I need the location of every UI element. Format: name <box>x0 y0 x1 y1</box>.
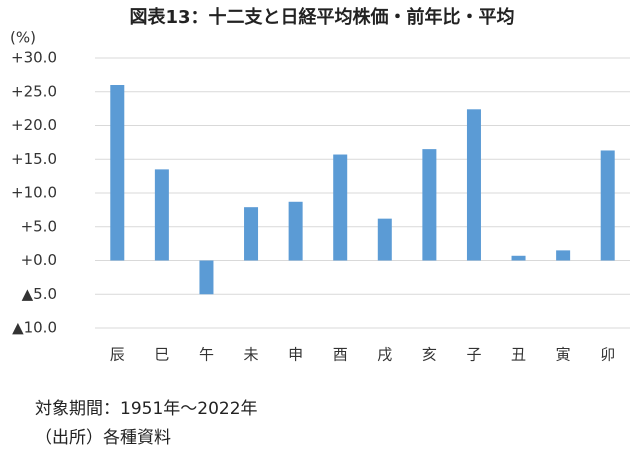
note: 対象期間：1951年～2022年 <box>35 399 258 419</box>
x-tick-label: 辰 <box>110 346 125 364</box>
y-tick-label: +15.0 <box>11 150 57 168</box>
x-tick-label: 子 <box>466 346 481 364</box>
bar <box>422 149 437 261</box>
bar <box>377 218 392 261</box>
bar <box>333 154 348 261</box>
x-tick-label: 午 <box>199 346 214 364</box>
x-tick-label: 巳 <box>154 346 169 364</box>
y-tick-label: +5.0 <box>21 217 57 235</box>
x-tick-label: 酉 <box>333 346 348 364</box>
bar <box>154 169 169 261</box>
y-tick-label: +10.0 <box>11 184 57 202</box>
x-tick-label: 寅 <box>556 346 571 364</box>
bar <box>556 250 571 261</box>
bar <box>511 255 526 261</box>
bar <box>244 207 259 261</box>
unit-label: (%) <box>10 29 36 47</box>
x-tick-label: 戌 <box>377 346 392 364</box>
bar <box>600 150 615 261</box>
chart-title: 図表13：十二支と日経平均株価・前年比・平均 <box>129 6 514 28</box>
y-tick-label: ▲10.0 <box>12 319 57 337</box>
x-tick-label: 申 <box>288 346 303 364</box>
x-tick-label: 未 <box>244 346 259 364</box>
y-tick-label: +30.0 <box>11 49 57 67</box>
x-tick-label: 亥 <box>422 346 437 364</box>
y-tick-label: +20.0 <box>11 116 57 134</box>
y-tick-label: ▲5.0 <box>22 285 57 303</box>
note: （出所）各種資料 <box>35 428 171 448</box>
bar <box>466 109 481 261</box>
x-tick-label: 卯 <box>600 346 615 364</box>
bar <box>110 85 125 261</box>
bar <box>288 201 303 261</box>
bar <box>199 260 214 295</box>
x-tick-label: 丑 <box>511 346 526 364</box>
y-tick-label: +25.0 <box>11 82 57 100</box>
y-tick-label: +0.0 <box>21 251 57 269</box>
